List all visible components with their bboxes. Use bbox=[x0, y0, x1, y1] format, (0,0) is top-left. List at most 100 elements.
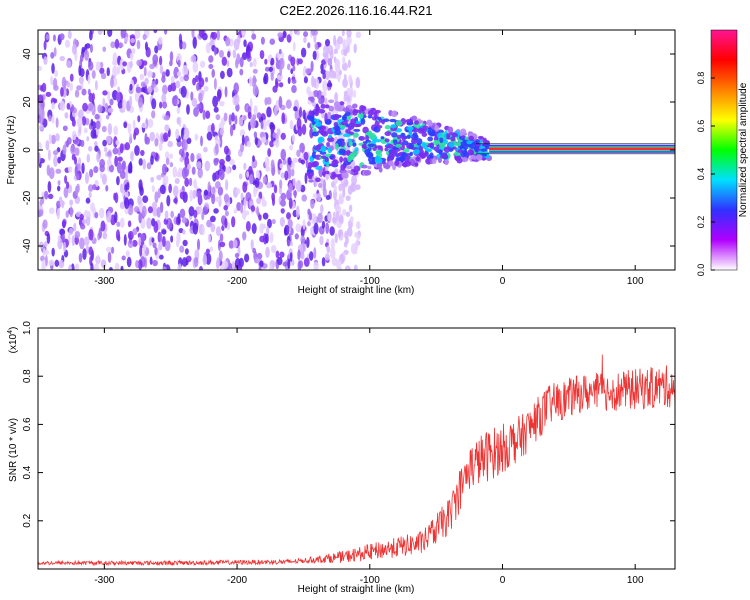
spectrogram-cell bbox=[170, 235, 174, 243]
spectrogram-cell bbox=[245, 220, 251, 232]
spectrogram-cell bbox=[260, 120, 264, 130]
snr-ytick-label: 0.2 bbox=[22, 513, 33, 527]
spectrogram-cell bbox=[286, 34, 292, 43]
spectrogram-cell bbox=[163, 132, 169, 142]
spectrogram-cell bbox=[116, 176, 120, 186]
spectrogram-cell bbox=[47, 149, 51, 161]
spectrogram-cell bbox=[368, 161, 377, 165]
spectrogram-cell bbox=[421, 132, 428, 137]
spectrogram-cell bbox=[343, 94, 347, 102]
spectrogram-cell bbox=[243, 39, 247, 48]
spectrogram-cell bbox=[149, 63, 156, 70]
spectrogram-cell bbox=[83, 236, 90, 246]
spectrogram-cell bbox=[66, 102, 71, 110]
spectrogram-cell bbox=[150, 155, 154, 166]
spectrogram-cell bbox=[262, 175, 268, 185]
spectrogram-cell bbox=[346, 30, 352, 38]
spectrogram-xlabel: Height of straight line (km) bbox=[298, 285, 415, 296]
spectrogram-cell bbox=[386, 143, 394, 149]
spectrogram-cell bbox=[221, 56, 228, 67]
spectrogram-cell bbox=[54, 259, 60, 267]
spectrogram-cell bbox=[155, 78, 159, 85]
spectrogram-cell bbox=[258, 214, 262, 221]
spectrogram-cell bbox=[244, 253, 250, 263]
spectrogram-cell bbox=[190, 91, 194, 101]
spectrogram-cell bbox=[44, 240, 48, 248]
spectrogram-cell bbox=[205, 248, 211, 254]
spectrogram-cell bbox=[289, 241, 293, 247]
spectrogram-cell bbox=[317, 130, 323, 134]
spectrogram-cell bbox=[334, 92, 339, 103]
spectrogram-cell bbox=[129, 60, 133, 69]
spectrogram-cell bbox=[45, 140, 50, 151]
spectrogram-cell bbox=[390, 124, 397, 129]
colorbar-tick-label: 0.8 bbox=[696, 72, 706, 85]
spectrogram-cell bbox=[152, 242, 157, 249]
spectrogram-cell bbox=[57, 179, 61, 186]
spectrogram-cell bbox=[280, 208, 285, 214]
spectrogram-cell bbox=[127, 123, 132, 134]
spectrogram-cell bbox=[39, 124, 44, 131]
spectrogram-cell bbox=[238, 173, 243, 180]
spectrogram-cell bbox=[53, 47, 57, 57]
spectrogram-cell bbox=[89, 43, 93, 53]
spectrogram-cell bbox=[132, 119, 136, 130]
spectrogram-cell bbox=[270, 244, 277, 254]
spectrogram-cell bbox=[421, 141, 427, 148]
spectrogram-cell bbox=[170, 210, 174, 219]
spectrogram-cell bbox=[243, 162, 247, 171]
spectrogram-cell bbox=[438, 149, 443, 155]
spectrogram-cell bbox=[352, 142, 357, 147]
spectrogram-cell bbox=[310, 161, 318, 168]
spectrogram-cell bbox=[364, 148, 371, 156]
spectrogram-cell bbox=[326, 245, 331, 254]
spectrogram-cell bbox=[298, 106, 303, 118]
spectrogram-cell bbox=[275, 250, 280, 259]
spectrogram-cell bbox=[63, 241, 67, 253]
spectrogram-cell bbox=[249, 117, 256, 129]
spectrogram-cell bbox=[240, 192, 244, 201]
spectrogram-cell bbox=[412, 128, 419, 133]
spectrogram-cell bbox=[328, 134, 332, 139]
spectrogram-cell bbox=[303, 76, 308, 84]
spectrogram-cell bbox=[87, 74, 91, 85]
spectrogram-cell bbox=[219, 70, 225, 80]
spectrogram-cell bbox=[310, 60, 314, 72]
spectrogram-cell bbox=[248, 76, 253, 87]
spectrogram-cell bbox=[277, 32, 283, 38]
spectrogram-cell bbox=[172, 166, 178, 178]
spectrogram-cell bbox=[218, 100, 225, 107]
spectrogram-cell bbox=[228, 114, 232, 126]
spectrogram-cell bbox=[186, 163, 192, 170]
spectrogram-cell bbox=[90, 202, 96, 212]
spectrogram-band-core bbox=[489, 147, 675, 151]
spectrogram-cell bbox=[73, 222, 77, 232]
spectrogram-cell bbox=[338, 183, 343, 192]
spectrogram-cell bbox=[158, 36, 163, 45]
spectrogram-cell bbox=[347, 170, 352, 174]
spectrogram-cell bbox=[74, 230, 81, 239]
spectrogram-cell bbox=[45, 34, 50, 40]
spectrogram-cell bbox=[320, 63, 324, 71]
spectrogram-cell bbox=[116, 221, 121, 227]
spectrogram-cell bbox=[346, 165, 353, 170]
spectrogram-cell bbox=[163, 218, 169, 225]
spectrogram-cell bbox=[198, 77, 205, 88]
spectrogram-cell bbox=[238, 257, 244, 268]
spectrogram-cell bbox=[312, 90, 319, 98]
spectrogram-cell bbox=[239, 202, 244, 214]
spectrogram-cell bbox=[269, 263, 273, 270]
spectrogram-cell bbox=[217, 186, 224, 196]
spectrogram-cell bbox=[215, 114, 221, 121]
spectrogram-cell bbox=[324, 253, 330, 261]
spectrogram-cell bbox=[340, 164, 346, 171]
spectrogram-cell bbox=[64, 39, 71, 48]
spectrogram-cell bbox=[120, 30, 127, 39]
spectrogram-cell bbox=[159, 64, 164, 74]
spectrogram-cell bbox=[338, 215, 344, 224]
spectrogram-cell bbox=[322, 72, 326, 80]
spectrogram-cell bbox=[38, 141, 42, 152]
spectrogram-cell bbox=[182, 229, 186, 235]
spectrogram-ytick-label: 40 bbox=[22, 48, 33, 60]
spectrogram-cell bbox=[179, 156, 184, 163]
